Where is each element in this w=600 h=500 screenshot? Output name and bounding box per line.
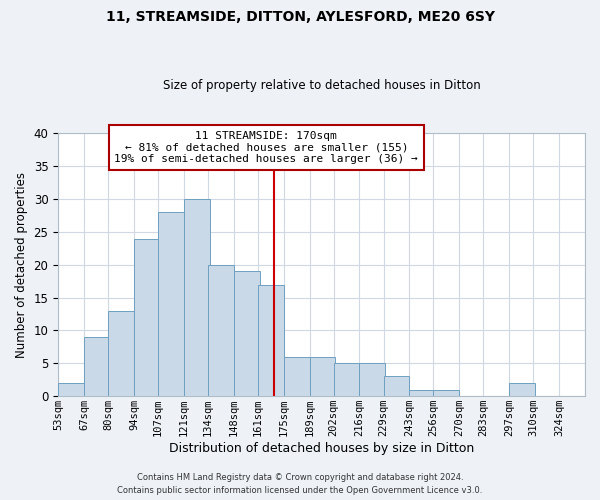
Bar <box>108 311 134 396</box>
Bar <box>58 383 84 396</box>
Bar <box>334 364 359 396</box>
Bar <box>509 383 535 396</box>
Bar <box>409 390 435 396</box>
X-axis label: Distribution of detached houses by size in Ditton: Distribution of detached houses by size … <box>169 442 474 455</box>
Bar <box>208 265 234 396</box>
Text: 11, STREAMSIDE, DITTON, AYLESFORD, ME20 6SY: 11, STREAMSIDE, DITTON, AYLESFORD, ME20 … <box>106 10 494 24</box>
Bar <box>234 272 260 396</box>
Bar <box>134 238 160 396</box>
Bar <box>284 357 310 396</box>
Bar <box>84 337 110 396</box>
Bar <box>359 364 385 396</box>
Bar <box>433 390 459 396</box>
Bar <box>184 199 210 396</box>
Bar <box>383 376 409 396</box>
Text: Contains HM Land Registry data © Crown copyright and database right 2024.
Contai: Contains HM Land Registry data © Crown c… <box>118 474 482 495</box>
Bar <box>258 284 284 396</box>
Bar <box>158 212 184 396</box>
Y-axis label: Number of detached properties: Number of detached properties <box>15 172 28 358</box>
Bar <box>310 357 335 396</box>
Title: Size of property relative to detached houses in Ditton: Size of property relative to detached ho… <box>163 79 481 92</box>
Text: 11 STREAMSIDE: 170sqm
← 81% of detached houses are smaller (155)
19% of semi-det: 11 STREAMSIDE: 170sqm ← 81% of detached … <box>115 131 418 164</box>
